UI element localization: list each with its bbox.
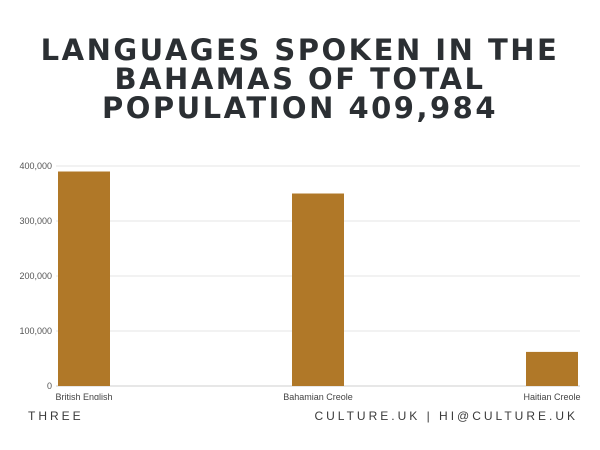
chart-title: LANGUAGES SPOKEN IN THE BAHAMAS OF TOTAL… (40, 33, 560, 125)
y-tick-label: 400,000 (19, 161, 52, 171)
y-tick-label: 300,000 (19, 216, 52, 226)
bar (526, 351, 578, 386)
bar (292, 193, 344, 386)
footer-brand: THREE (28, 409, 84, 423)
y-tick-label: 100,000 (19, 326, 52, 336)
x-category-label: British English (55, 392, 112, 400)
y-tick-label: 200,000 (19, 271, 52, 281)
y-tick-label: 0 (47, 381, 52, 391)
x-category-label: Haitian Creole (523, 392, 580, 400)
bar (58, 171, 110, 386)
footer-contact: CULTURE.UK | HI@CULTURE.UK (314, 409, 578, 423)
bar-chart: 0 100,000 200,000 300,000 400,000 British Eng… (19, 161, 580, 400)
x-category-label: Bahamian Creole (283, 392, 353, 400)
